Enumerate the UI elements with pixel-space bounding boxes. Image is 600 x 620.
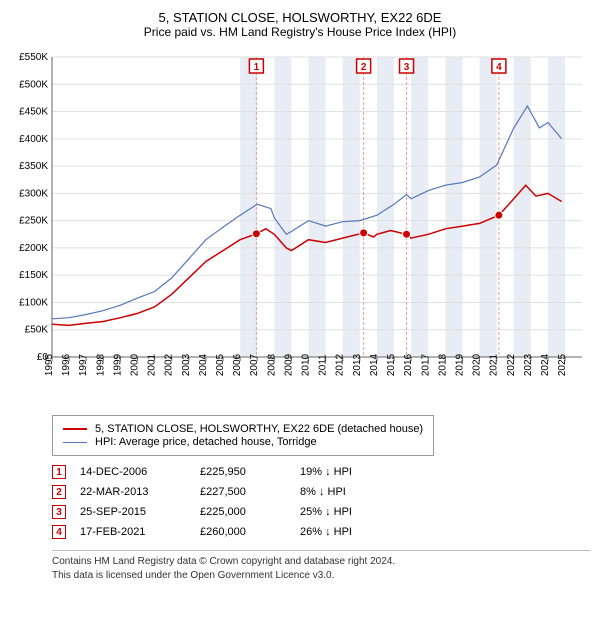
svg-text:2021: 2021 bbox=[489, 353, 500, 376]
chart-title: 5, STATION CLOSE, HOLSWORTHY, EX22 6DE bbox=[10, 10, 590, 25]
svg-text:2019: 2019 bbox=[454, 353, 465, 376]
legend: 5, STATION CLOSE, HOLSWORTHY, EX22 6DE (… bbox=[52, 415, 434, 456]
svg-text:2001: 2001 bbox=[147, 353, 158, 376]
svg-text:1995: 1995 bbox=[44, 353, 55, 376]
svg-text:1: 1 bbox=[254, 62, 260, 73]
svg-text:2000: 2000 bbox=[130, 353, 141, 376]
svg-text:2006: 2006 bbox=[232, 353, 243, 376]
svg-text:£150K: £150K bbox=[19, 270, 48, 281]
svg-text:2014: 2014 bbox=[369, 353, 380, 376]
sale-date: 17-FEB-2021 bbox=[80, 522, 200, 542]
chart-subtitle: Price paid vs. HM Land Registry's House … bbox=[10, 25, 590, 39]
table-row: 2 22-MAR-2013£227,5008% ↓ HPI bbox=[52, 482, 366, 502]
svg-text:2002: 2002 bbox=[164, 353, 175, 376]
sale-marker-badge: 2 bbox=[52, 485, 66, 499]
svg-text:£200K: £200K bbox=[19, 243, 48, 254]
svg-text:2022: 2022 bbox=[506, 353, 517, 376]
svg-text:£250K: £250K bbox=[19, 216, 48, 227]
legend-swatch bbox=[63, 442, 87, 443]
sale-delta: 25% ↓ HPI bbox=[300, 502, 366, 522]
svg-text:2024: 2024 bbox=[540, 353, 551, 376]
table-row: 1 14-DEC-2006£225,95019% ↓ HPI bbox=[52, 462, 366, 482]
svg-text:2018: 2018 bbox=[437, 353, 448, 376]
footer: Contains HM Land Registry data © Crown c… bbox=[52, 550, 590, 583]
footer-line-2: This data is licensed under the Open Gov… bbox=[52, 569, 590, 583]
sale-date: 14-DEC-2006 bbox=[80, 462, 200, 482]
sale-delta: 26% ↓ HPI bbox=[300, 522, 366, 542]
sales-table: 1 14-DEC-2006£225,95019% ↓ HPI 2 22-MAR-201… bbox=[52, 462, 366, 542]
legend-label: 5, STATION CLOSE, HOLSWORTHY, EX22 6DE (… bbox=[95, 423, 423, 435]
sale-price: £225,950 bbox=[200, 462, 300, 482]
sale-price: £260,000 bbox=[200, 522, 300, 542]
legend-row: HPI: Average price, detached house, Torr… bbox=[63, 436, 423, 448]
svg-text:2007: 2007 bbox=[249, 353, 260, 376]
legend-swatch bbox=[63, 428, 87, 430]
svg-text:2012: 2012 bbox=[335, 353, 346, 376]
table-row: 4 17-FEB-2021£260,00026% ↓ HPI bbox=[52, 522, 366, 542]
svg-text:1996: 1996 bbox=[61, 353, 72, 376]
svg-text:2015: 2015 bbox=[386, 353, 397, 376]
svg-text:2008: 2008 bbox=[266, 353, 277, 376]
sale-marker-badge: 1 bbox=[52, 465, 66, 479]
sale-price: £227,500 bbox=[200, 482, 300, 502]
svg-text:1998: 1998 bbox=[95, 353, 106, 376]
svg-text:4: 4 bbox=[496, 62, 502, 73]
svg-text:3: 3 bbox=[404, 62, 410, 73]
legend-row: 5, STATION CLOSE, HOLSWORTHY, EX22 6DE (… bbox=[63, 423, 423, 435]
svg-text:£350K: £350K bbox=[19, 161, 48, 172]
svg-text:£450K: £450K bbox=[19, 107, 48, 118]
legend-label: HPI: Average price, detached house, Torr… bbox=[95, 436, 317, 448]
svg-text:£500K: £500K bbox=[19, 79, 48, 90]
sale-delta: 19% ↓ HPI bbox=[300, 462, 366, 482]
sale-date: 25-SEP-2015 bbox=[80, 502, 200, 522]
svg-text:2011: 2011 bbox=[318, 354, 329, 376]
svg-text:2009: 2009 bbox=[283, 353, 294, 376]
svg-text:2016: 2016 bbox=[403, 353, 414, 376]
svg-text:2023: 2023 bbox=[523, 353, 534, 376]
svg-text:1999: 1999 bbox=[112, 353, 123, 376]
svg-text:£50K: £50K bbox=[25, 325, 49, 336]
svg-text:2010: 2010 bbox=[301, 353, 312, 376]
svg-text:£300K: £300K bbox=[19, 188, 48, 199]
svg-text:2005: 2005 bbox=[215, 353, 226, 376]
svg-text:2025: 2025 bbox=[557, 353, 568, 376]
sale-marker-badge: 4 bbox=[52, 525, 66, 539]
svg-text:2017: 2017 bbox=[420, 353, 431, 376]
svg-text:£400K: £400K bbox=[19, 134, 48, 145]
svg-text:2020: 2020 bbox=[472, 353, 483, 376]
chart-container: £0£50K£100K£150K£200K£250K£300K£350K£400… bbox=[10, 47, 590, 407]
svg-text:2013: 2013 bbox=[352, 353, 363, 376]
footer-line-1: Contains HM Land Registry data © Crown c… bbox=[52, 555, 590, 569]
svg-text:2004: 2004 bbox=[198, 353, 209, 376]
sale-price: £225,000 bbox=[200, 502, 300, 522]
svg-text:£550K: £550K bbox=[19, 52, 48, 63]
svg-text:£100K: £100K bbox=[19, 297, 48, 308]
svg-text:2003: 2003 bbox=[181, 353, 192, 376]
price-chart: £0£50K£100K£150K£200K£250K£300K£350K£400… bbox=[10, 47, 590, 407]
sale-delta: 8% ↓ HPI bbox=[300, 482, 366, 502]
sale-date: 22-MAR-2013 bbox=[80, 482, 200, 502]
svg-text:2: 2 bbox=[361, 62, 367, 73]
svg-text:1997: 1997 bbox=[78, 353, 89, 376]
sale-marker-badge: 3 bbox=[52, 505, 66, 519]
table-row: 3 25-SEP-2015£225,00025% ↓ HPI bbox=[52, 502, 366, 522]
